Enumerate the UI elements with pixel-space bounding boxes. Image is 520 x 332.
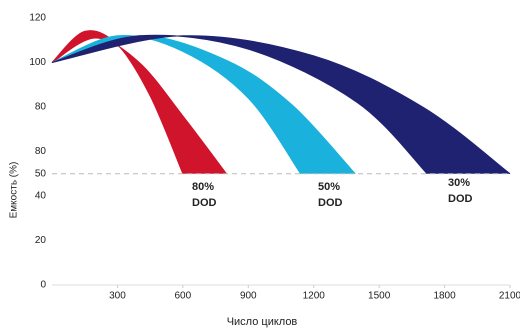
y-tick-label: 0 bbox=[40, 280, 46, 291]
x-tick-label: 900 bbox=[240, 291, 257, 302]
band-outer-edge bbox=[51, 35, 302, 175]
x-axis-title: Число циклов bbox=[227, 316, 298, 328]
y-tick-label: 100 bbox=[29, 57, 46, 68]
x-tick-label: 1800 bbox=[433, 291, 456, 302]
y-tick-label: 20 bbox=[35, 235, 47, 246]
band-inner-edge bbox=[51, 35, 511, 175]
y-tick-label: 80 bbox=[35, 146, 47, 157]
band-label: DOD bbox=[192, 197, 217, 209]
band-label: 80% bbox=[192, 181, 214, 193]
band-inner-edge bbox=[51, 37, 227, 175]
band-label: 30% bbox=[448, 177, 470, 189]
band-fill bbox=[52, 35, 356, 174]
y-tick-label: 80 bbox=[35, 102, 47, 113]
band-label: 50% bbox=[318, 181, 340, 193]
x-tick-label: 300 bbox=[109, 291, 126, 302]
x-tick-label: 1500 bbox=[368, 291, 391, 302]
band-outer-edge bbox=[51, 34, 428, 175]
band-label: DOD bbox=[318, 197, 343, 209]
y-axis-title: Емкость (%) bbox=[9, 162, 20, 219]
y-tick-label: 120 bbox=[29, 13, 46, 24]
band-label: DOD bbox=[448, 193, 473, 205]
x-tick-label: 1200 bbox=[303, 291, 326, 302]
x-tick-label: 600 bbox=[175, 291, 192, 302]
band-fill bbox=[52, 30, 227, 174]
x-tick-label: 2100 bbox=[499, 291, 520, 302]
y-tick-label: 50 bbox=[35, 168, 47, 179]
y-tick-label: 40 bbox=[35, 191, 47, 202]
